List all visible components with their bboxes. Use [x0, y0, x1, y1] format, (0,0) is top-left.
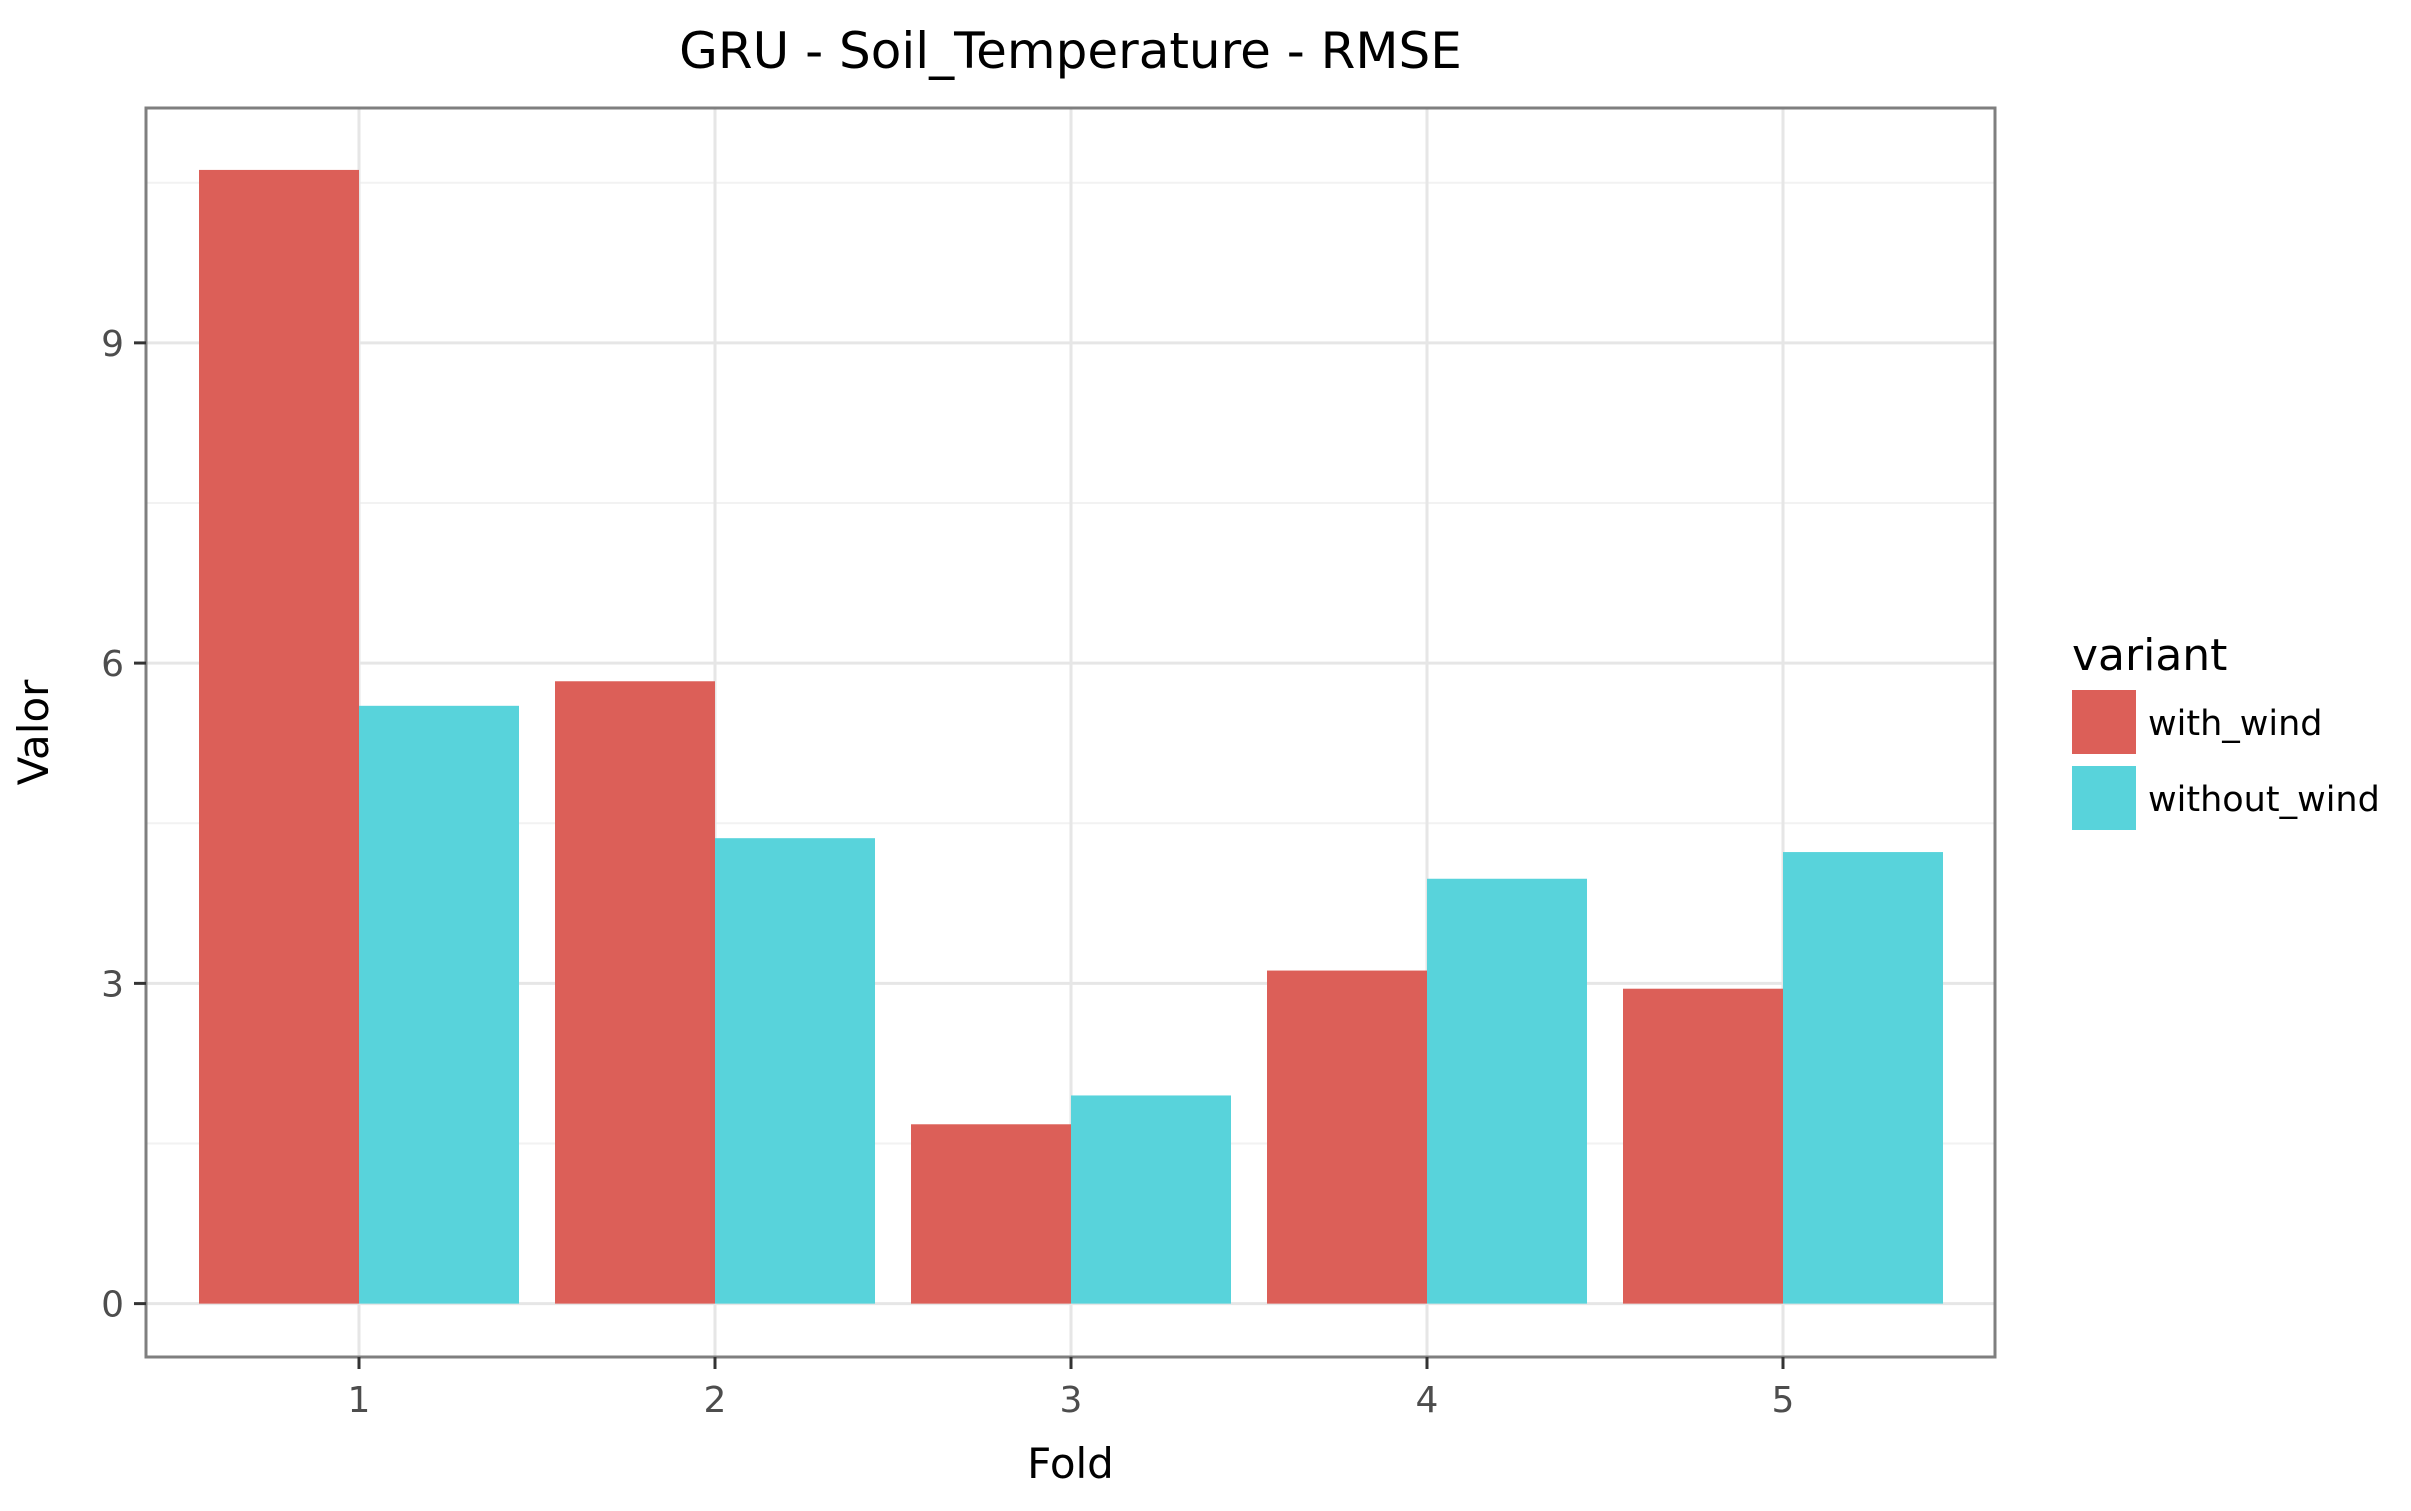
- bar-without_wind-fold-1: [359, 705, 519, 1304]
- legend-items: with_wind without_wind: [2072, 690, 2380, 830]
- legend-label-without_wind: without_wind: [2148, 780, 2380, 820]
- legend-swatch-with_wind: [2072, 690, 2136, 754]
- x-tick-label: 3: [1060, 1380, 1083, 1421]
- bar-without_wind-fold-4: [1427, 878, 1587, 1304]
- bar-with_wind-fold-4: [1267, 970, 1427, 1304]
- bar-without_wind-fold-3: [1071, 1095, 1231, 1304]
- y-tick-label: 0: [101, 1285, 124, 1326]
- bars: [199, 169, 1943, 1304]
- bar-without_wind-fold-5: [1783, 852, 1943, 1304]
- x-tick-label: 1: [348, 1380, 371, 1421]
- bar-with_wind-fold-1: [199, 169, 359, 1304]
- x-axis-label: Fold: [1027, 1439, 1114, 1488]
- legend: variant with_wind without_wind: [2072, 630, 2380, 830]
- legend-swatch-without_wind: [2072, 766, 2136, 830]
- y-tick-label: 6: [101, 644, 124, 685]
- x-tick-label: 4: [1416, 1380, 1439, 1421]
- bar-with_wind-fold-2: [555, 681, 715, 1304]
- legend-title: variant: [2072, 630, 2227, 681]
- bar-without_wind-fold-2: [715, 838, 875, 1304]
- y-axis-label: Valor: [9, 679, 58, 786]
- x-tick-label: 5: [1772, 1380, 1795, 1421]
- y-tick-label: 9: [101, 324, 124, 365]
- bar-with_wind-fold-5: [1623, 988, 1783, 1304]
- x-tick-label: 2: [704, 1380, 727, 1421]
- legend-label-with_wind: with_wind: [2148, 704, 2323, 744]
- bar-with_wind-fold-3: [911, 1124, 1071, 1304]
- chart-title: GRU - Soil_Temperature - RMSE: [679, 22, 1462, 80]
- y-tick-label: 3: [101, 964, 124, 1005]
